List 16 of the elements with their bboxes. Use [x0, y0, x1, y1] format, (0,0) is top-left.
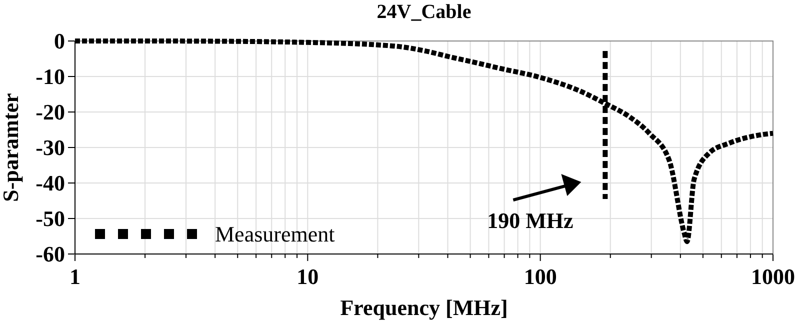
x-tick-label: 1	[70, 264, 80, 289]
x-axis-title: Frequency [MHz]	[340, 295, 508, 320]
y-tick-label: -60	[36, 242, 65, 267]
chart-title: 24V_Cable	[376, 1, 472, 23]
y-tick-label: 0	[54, 28, 65, 54]
x-tick-label: 100	[524, 264, 557, 289]
x-tick-label: 10	[296, 264, 319, 289]
x-tick-label: 1000	[751, 264, 795, 289]
y-tick-label: -10	[36, 64, 65, 90]
ref-line-label: 190 MHz	[487, 208, 574, 233]
y-tick-label: -30	[36, 135, 65, 160]
y-tick-label: -40	[36, 170, 65, 196]
legend-label: Measurement	[215, 222, 335, 247]
y-axis-title: S-paramter	[0, 92, 23, 202]
y-tick-label: -20	[36, 100, 65, 125]
y-tick-label: -50	[36, 206, 65, 232]
